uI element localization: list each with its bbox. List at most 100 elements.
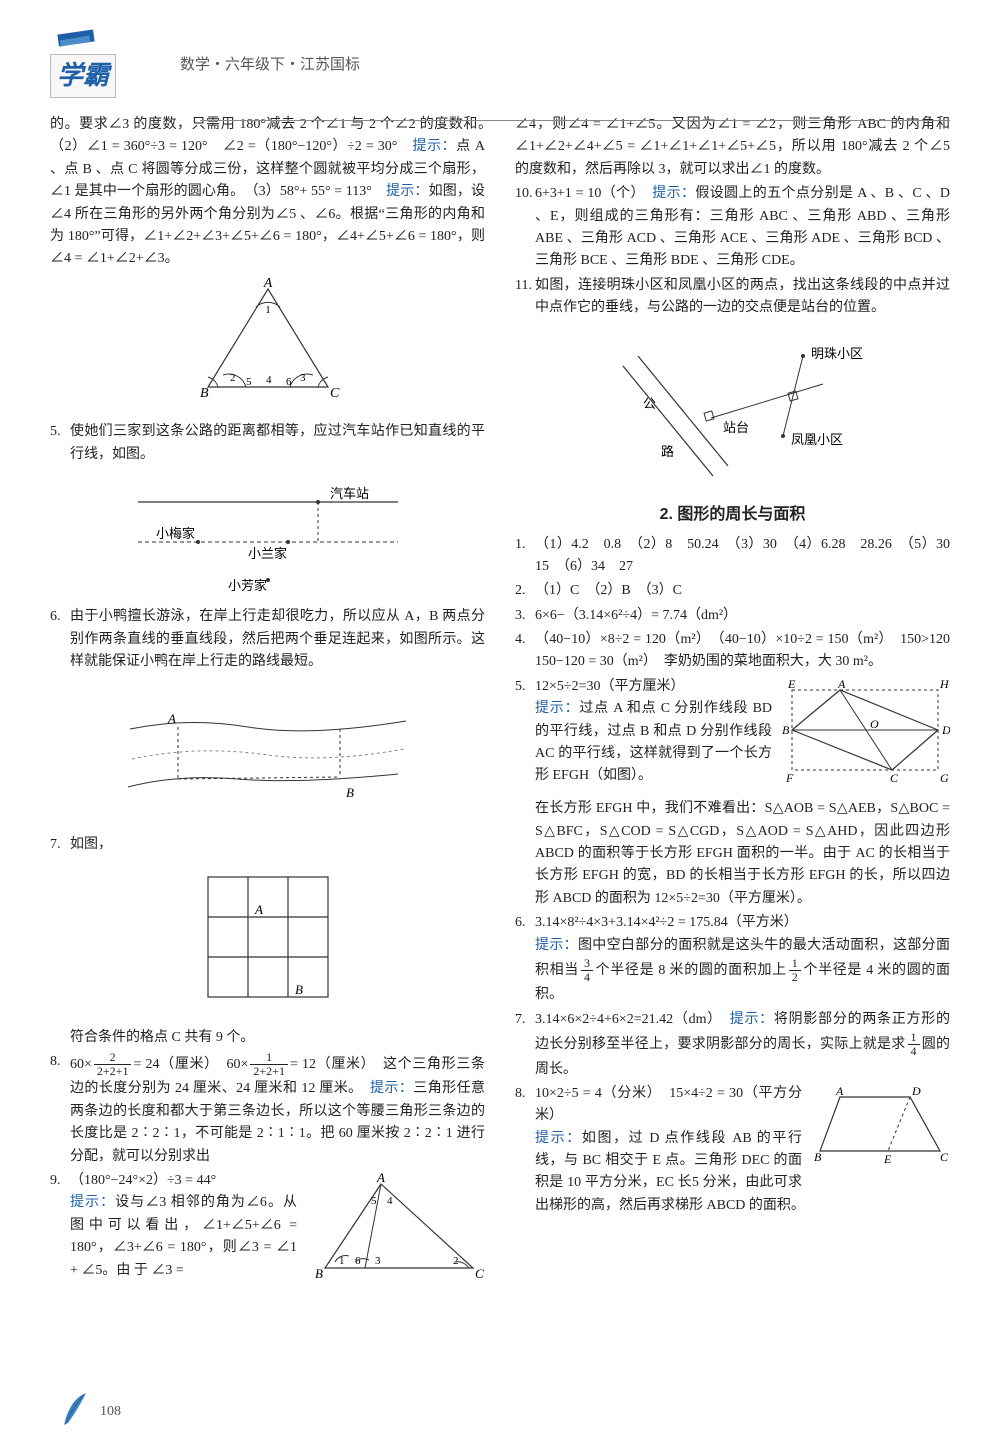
text: （180°−24°×2）÷3 = 44° [70, 1173, 216, 1188]
item-body: （1）4.2 0.8 （2）8 50.24 （3）30 （4）6.28 28.2… [535, 534, 950, 579]
label-platform: 站台 [723, 420, 749, 435]
svg-text:A: A [167, 711, 176, 726]
label-lan: 小兰家 [248, 546, 287, 561]
svg-text:E: E [787, 678, 796, 691]
right-column: ∠4，则∠4 = ∠1+∠5。又因为∠1 = ∠2，则三角形 ABC 的内角和∠… [515, 114, 950, 1294]
svg-text:3: 3 [375, 1255, 381, 1267]
label-bus: 汽车站 [330, 486, 369, 501]
text: 个半径是 8 米的圆的面积加上 [595, 963, 787, 978]
svg-text:A: A [837, 678, 846, 691]
r-item-1: 1.（1）4.2 0.8 （2）8 50.24 （3）30 （4）6.28 28… [515, 534, 950, 579]
item-number: 2. [515, 580, 535, 602]
frac-num: 1 [789, 957, 801, 971]
item-7b: 符合条件的格点 C 共有 9 个。 [50, 1027, 485, 1049]
frac-num: 1 [908, 1031, 920, 1045]
section-2-title: 2. 图形的周长与面积 [515, 502, 950, 528]
svg-text:5: 5 [371, 1195, 377, 1207]
label-A: A [262, 277, 272, 291]
text: 12×5÷2=30（平方厘米） [535, 679, 684, 694]
r-item-7: 7. 3.14×6×2÷4+6×2=21.42（dm） 提示：将阴影部分的两条正… [515, 1009, 950, 1081]
item-body: 6×6−（3.14×6²÷4）= 7.74（dm²） [535, 605, 950, 627]
item-body: A D B E C 10×2÷5 = 4（分米） 15×4÷2 = 30（平方分… [535, 1083, 950, 1217]
svg-text:B: B [782, 723, 790, 737]
header-subject: 数学・六年级下・江苏国标 [180, 53, 950, 77]
item-number: 8. [515, 1083, 535, 1217]
item-11: 11. 如图，连接明珠小区和凤凰小区的两点，找出这条线段的中点并过中点作它的垂线… [515, 275, 950, 320]
item-body: 由于小鸭擅长游泳，在岸上行走却很吃力，所以应从 A，B 两点分别作两条直线的垂直… [70, 606, 485, 673]
text: 3.14×8²÷4×3+3.14×4²÷2 = 175.84（平方米） [535, 915, 798, 930]
label-C: C [330, 386, 340, 401]
label-4: 4 [266, 374, 272, 386]
item-7: 7. 如图， [50, 834, 485, 856]
figure-triangle: A B C 1 2 3 4 5 6 [50, 277, 485, 415]
r-item-8: 8. A D B E C 10×2÷5 = 4（分米） 15×4÷ [515, 1083, 950, 1217]
left-column: 的。要求∠3 的度数，只需用 180°减去 2 个∠1 与 2 个∠2 的度数和… [50, 114, 485, 1294]
figure-community: 明珠小区 凤凰小区 站台 公 路 [515, 326, 950, 494]
figure-efgh: E A H B D F C G O [780, 678, 950, 796]
item-number: 10. [515, 183, 535, 273]
item-5: 5. 使她们三家到这条公路的距离都相等，应过汽车站作已知直线的平行线，如图。 [50, 421, 485, 466]
item-body: 3.14×6×2÷4+6×2=21.42（dm） 提示：将阴影部分的两条正方形的… [535, 1009, 950, 1081]
svg-text:A: A [254, 902, 263, 917]
item-body: 如图， [70, 834, 485, 856]
logo: 学霸 [50, 40, 150, 90]
item-number: 7. [50, 834, 70, 856]
svg-text:H: H [939, 678, 950, 691]
logo-text: 学霸 [50, 54, 116, 98]
figure-duck-path: A B [50, 679, 485, 827]
label-mingzhu: 明珠小区 [811, 346, 863, 361]
svg-text:4: 4 [387, 1195, 393, 1207]
figure-bus-stop: 汽车站 小梅家 小兰家 小芳家 [50, 472, 485, 600]
item-number: 3. [515, 605, 535, 627]
label-5: 5 [246, 376, 252, 388]
item-number: 9. [50, 1170, 70, 1292]
text: 6+3+1 = 10（个） [535, 186, 652, 201]
hint-label: 提示： [370, 1081, 413, 1096]
label-mei: 小梅家 [156, 526, 195, 541]
frac-num: 3 [581, 957, 593, 971]
hint-label: 提示： [652, 186, 695, 201]
two-columns: 的。要求∠3 的度数，只需用 180°减去 2 个∠1 与 2 个∠2 的度数和… [50, 114, 950, 1294]
figure-grid: A B [50, 862, 485, 1020]
item-body: 使她们三家到这条公路的距离都相等，应过汽车站作已知直线的平行线，如图。 [70, 421, 485, 466]
svg-text:2: 2 [453, 1255, 459, 1267]
hint-label: 提示： [535, 1131, 582, 1146]
label-road1: 公 [643, 396, 656, 411]
label-B: B [200, 386, 209, 401]
r-item-4: 4.（40−10）×8÷2 = 120（m²） （40−10）×10÷2 = 1… [515, 629, 950, 674]
svg-text:D: D [941, 723, 950, 737]
svg-text:G: G [940, 771, 949, 785]
item-number: 7. [515, 1009, 535, 1081]
item-6: 6. 由于小鸭擅长游泳，在岸上行走却很吃力，所以应从 A，B 两点分别作两条直线… [50, 606, 485, 673]
r-item-2: 2.（1）C （2）B （3）C [515, 580, 950, 602]
frac-den: 2 [789, 971, 801, 984]
svg-text:O: O [870, 717, 879, 731]
svg-text:A: A [376, 1172, 385, 1185]
page-content: 学霸 数学・六年级下・江苏国标 的。要求∠3 的度数，只需用 180°减去 2 … [0, 0, 1000, 1324]
hint-label: 提示： [413, 139, 457, 154]
r-item-5: 5. E A H B D F [515, 676, 950, 910]
item-number: 1. [515, 534, 535, 579]
item-body: （40−10）×8÷2 = 120（m²） （40−10）×10÷2 = 150… [535, 629, 950, 674]
item-number: 8. [50, 1051, 70, 1168]
figure-q9: A B C 5 4 1 6 3 2 [305, 1172, 485, 1290]
frac-den: 4 [581, 971, 593, 984]
r-item-6: 6. 3.14×8²÷4×3+3.14×4²÷2 = 175.84（平方米） 提… [515, 912, 950, 1007]
figure-trapezoid: A D B E C [810, 1085, 950, 1173]
text: 3.14×6×2÷4+6×2=21.42（dm） [535, 1012, 730, 1027]
frac-den: 4 [908, 1045, 920, 1058]
header-rule [200, 120, 950, 121]
hint-label: 提示： [535, 701, 579, 716]
text: 10×2÷5 = 4（分米） 15×4÷2 = 30（平方分米） [535, 1086, 802, 1123]
svg-text:B: B [315, 1266, 323, 1281]
item-body: E A H B D F C G O 12×5÷2=30（平方厘米） 提示：过点 … [535, 676, 950, 910]
svg-text:B: B [295, 982, 303, 997]
label-fenghuang: 凤凰小区 [791, 432, 843, 447]
frac-den: 2+2+1 [250, 1065, 288, 1078]
label-road2: 路 [661, 444, 674, 459]
item-8: 8. 60×22+2+1= 24（厘米） 60×12+2+1= 12（厘米） 这… [50, 1051, 485, 1168]
feather-icon [60, 1391, 88, 1427]
item-body: 6+3+1 = 10（个） 提示：假设圆上的五个点分别是 A 、B 、C 、D … [535, 183, 950, 273]
item-body: （1）C （2）B （3）C [535, 580, 950, 602]
page-number: 108 [100, 1401, 121, 1423]
